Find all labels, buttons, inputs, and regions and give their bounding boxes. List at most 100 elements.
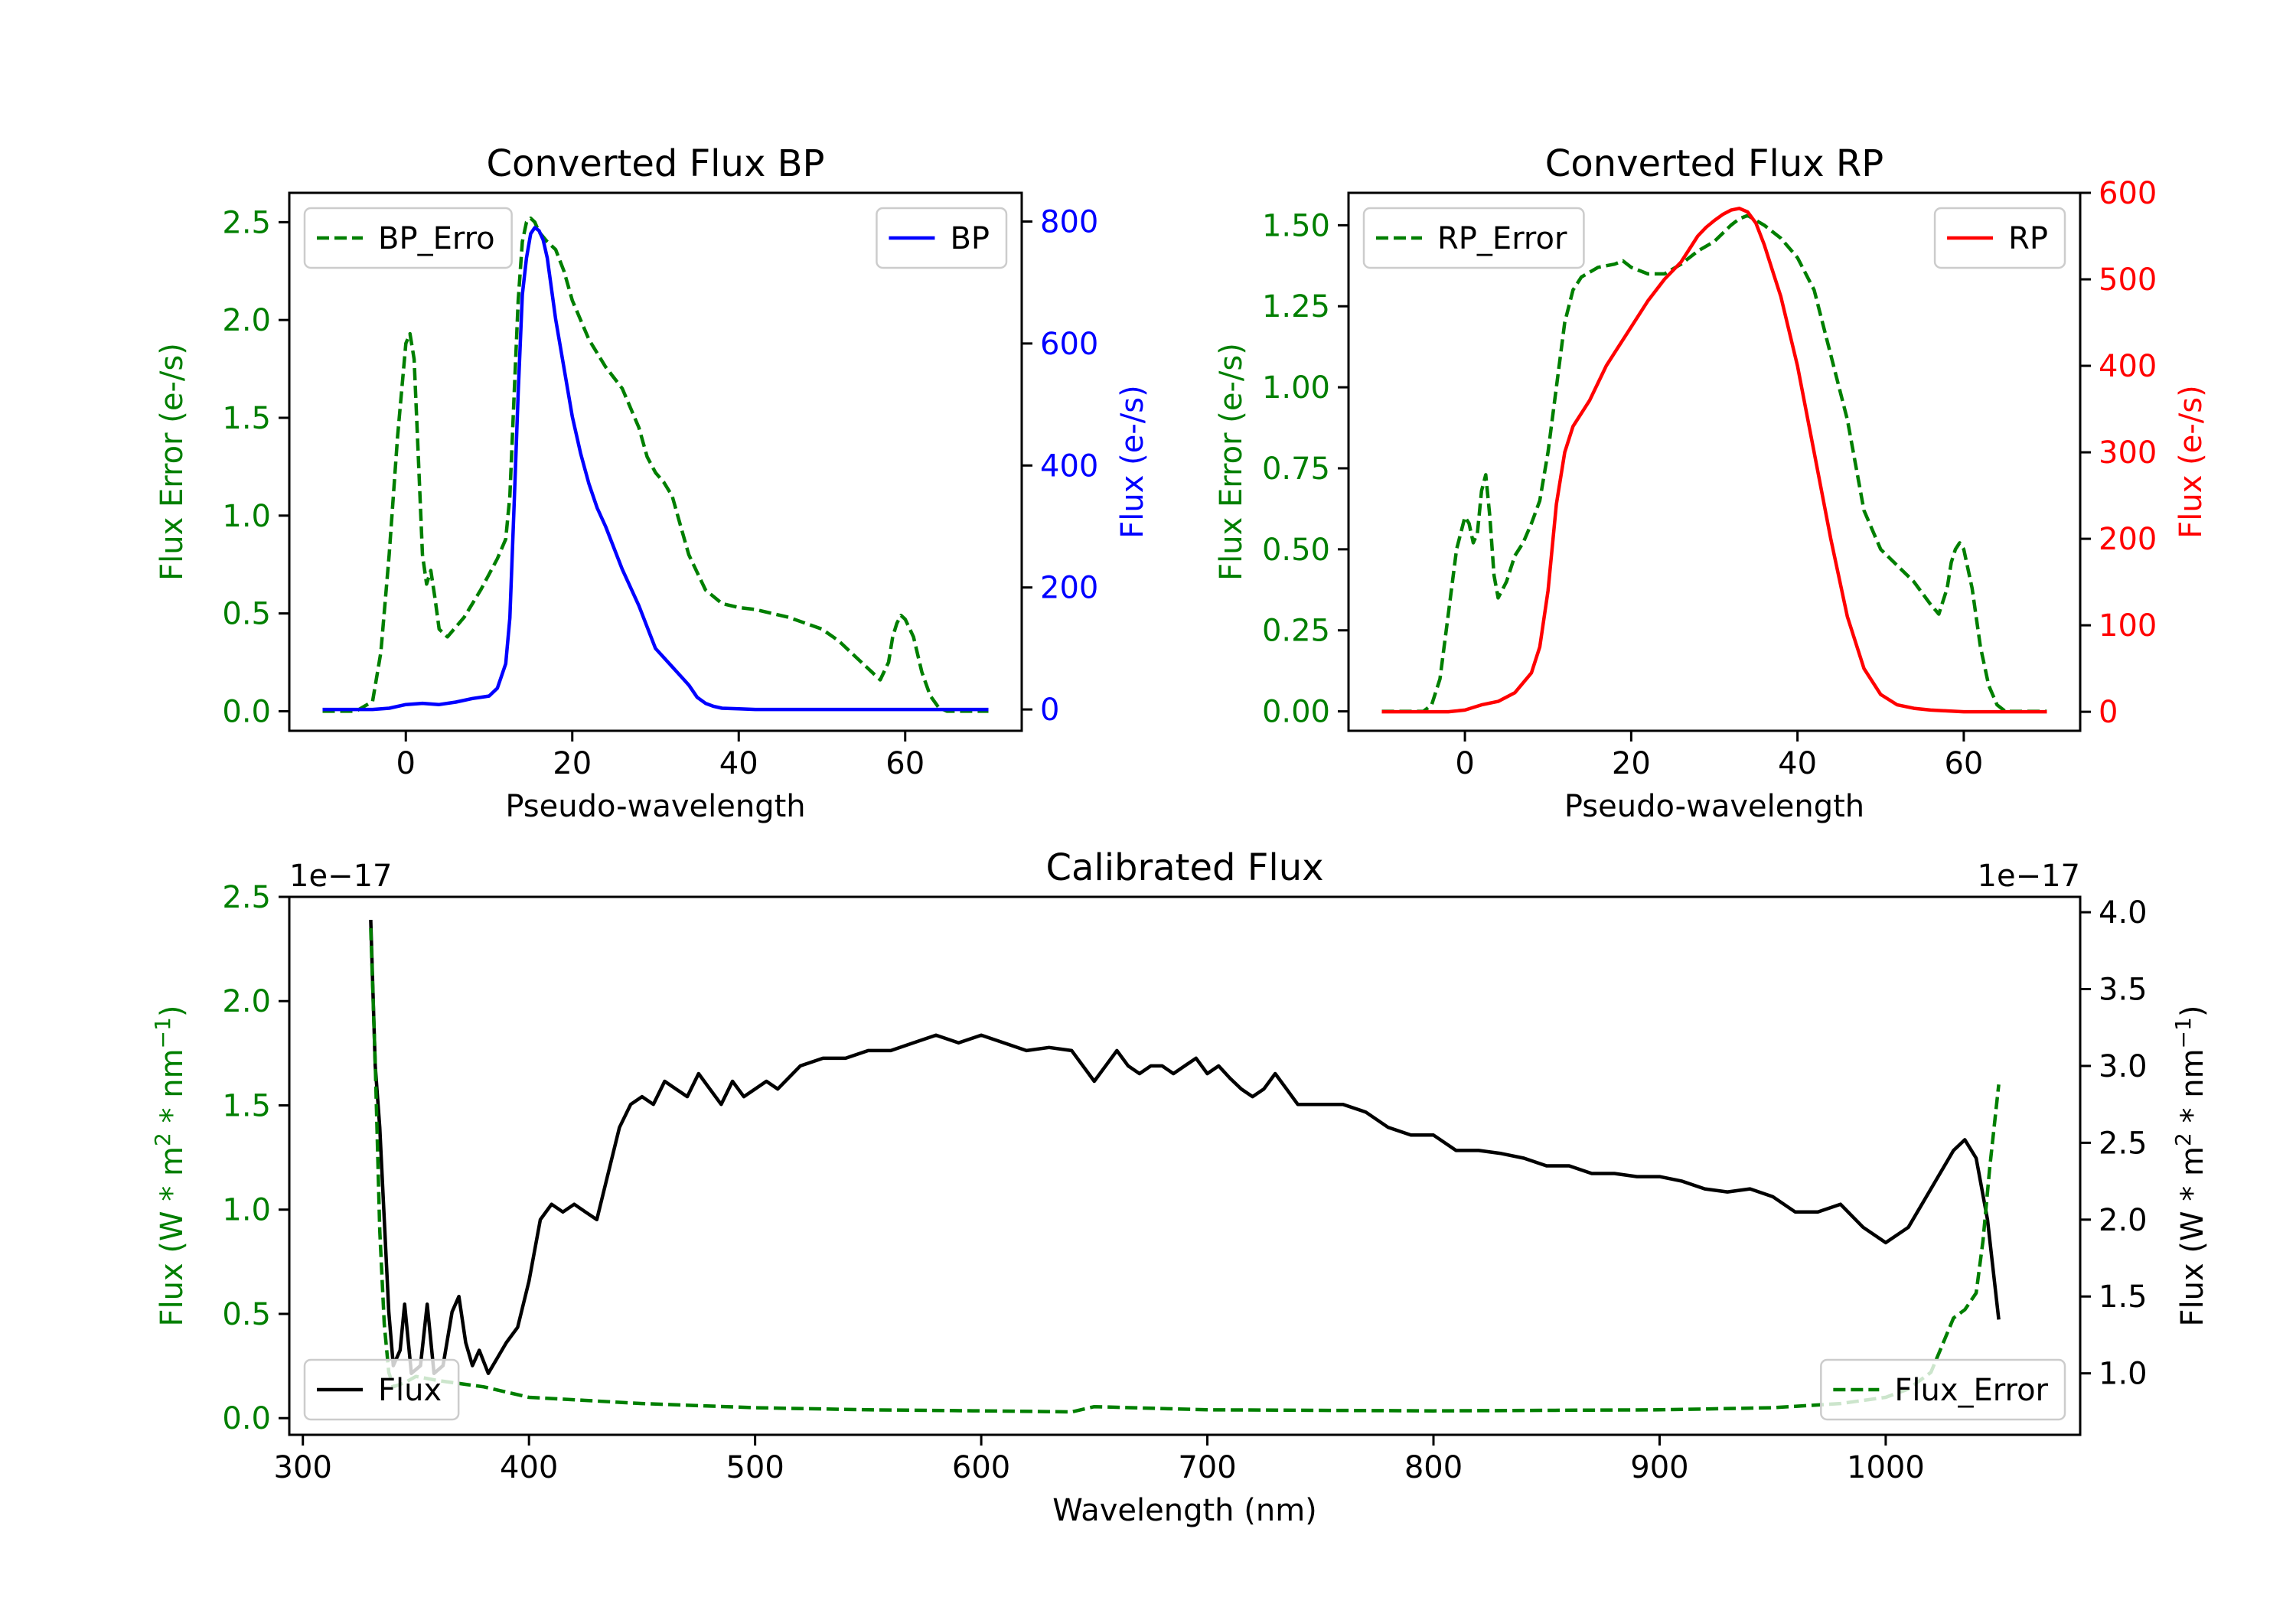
legend-label: BP — [950, 221, 990, 256]
legend-box — [1820, 1358, 2066, 1421]
x-tick-label: 300 — [274, 1450, 332, 1485]
x-tick-label: 20 — [553, 746, 592, 781]
y-left-tick-label: 2.0 — [222, 984, 271, 1019]
series-flux-line — [369, 920, 2001, 1375]
y-right-tick-label: 1.0 — [2099, 1357, 2148, 1392]
axes-frame — [1347, 191, 2082, 732]
y-left-axis-label: Flux Error (e-/s) — [1214, 343, 1249, 581]
y-right-tick-label: 1.5 — [2099, 1279, 2148, 1315]
x-tick-label: 900 — [1630, 1450, 1688, 1485]
y-left-tick-label: 2.5 — [222, 205, 271, 240]
legend-flux: Flux — [303, 1358, 460, 1421]
series-error-line — [322, 216, 989, 713]
y-left-tick-label: 0.25 — [1262, 614, 1330, 649]
y-right-tick-label: 200 — [1040, 571, 1098, 606]
y-right-tick-label: 2.0 — [2099, 1203, 2148, 1238]
x-tick-label: 600 — [952, 1450, 1010, 1485]
legend-box — [1362, 207, 1585, 269]
chart-rp: Converted Flux RP 0 20 40 60 Pseudo-wavelengt… — [1214, 142, 2209, 824]
y-right-tick-label: 500 — [2099, 262, 2157, 298]
x-axis-label: Wavelength (nm) — [1052, 1493, 1317, 1528]
y-right-tick-label: 400 — [2099, 349, 2157, 384]
y-left-tick-label: 2.0 — [222, 303, 271, 338]
y-left-tick-label: 1.5 — [222, 1088, 271, 1123]
y-left-tick-label: 1.25 — [1262, 289, 1330, 324]
series-error-line — [1381, 214, 2047, 713]
x-tick-label: 400 — [500, 1450, 558, 1485]
plot-area — [1381, 207, 2047, 714]
y-left-tick-label: 0.75 — [1262, 451, 1330, 487]
chart-title: Converted Flux BP — [487, 142, 825, 185]
legend-box — [303, 207, 513, 269]
y-left-axis-label: Flux Error (e-/s) — [155, 343, 190, 581]
x-tick-label: 500 — [726, 1450, 784, 1485]
y-left-tick-label: 0.50 — [1262, 533, 1330, 568]
series-flux-line — [1381, 207, 2047, 714]
y-left-tick-label: 0.5 — [222, 1297, 271, 1332]
x-tick-label: 60 — [1944, 746, 1983, 781]
y-right-tick-label: 0 — [1040, 693, 1059, 728]
legend-flux-error: Flux_Error — [1820, 1358, 2066, 1421]
y-right-tick-label: 200 — [2099, 522, 2157, 557]
y-left-tick-label: 2.5 — [222, 880, 271, 915]
y-right-tick-label: 600 — [2099, 176, 2157, 211]
y-left-tick-label: 1.5 — [222, 401, 271, 436]
y-left-tick-label: 1.0 — [222, 1193, 271, 1228]
chart-bp: Converted Flux BP 0 20 40 60 Pseudo-wavelengt… — [155, 142, 1150, 824]
chart-title: Converted Flux RP — [1545, 142, 1883, 185]
legend-box — [303, 1358, 460, 1421]
x-tick-label: 40 — [1778, 746, 1817, 781]
plot-area — [369, 920, 2001, 1414]
x-axis-label: Pseudo-wavelength — [1564, 789, 1864, 824]
series-flux-line — [322, 226, 989, 712]
y-left-tick-label: 0.0 — [222, 1401, 271, 1436]
x-tick-label: 0 — [1455, 746, 1474, 781]
y-right-axis-label: Flux (e-/s) — [1115, 385, 1150, 538]
axes-frame — [288, 191, 1023, 732]
y-right-tick-label: 600 — [1040, 327, 1098, 362]
y-right-tick-label: 0 — [2099, 695, 2118, 730]
y-left-tick-label: 0.0 — [222, 694, 271, 729]
y-left-tick-label: 1.0 — [222, 499, 271, 534]
y-right-axis-label: Flux (e-/s) — [2174, 385, 2209, 538]
y-left-tick-label: 1.00 — [1262, 370, 1330, 406]
legend-label: RP_Error — [1437, 221, 1567, 256]
y-left-offset-text: 1e−17 — [289, 859, 392, 894]
y-right-axis-label: Flux (W * m2 * nm−1) — [2170, 1006, 2211, 1327]
x-tick-label: 800 — [1404, 1450, 1463, 1485]
x-tick-label: 60 — [885, 746, 925, 781]
y-right-tick-label: 4.0 — [2099, 895, 2148, 931]
y-left-tick-label: 0.5 — [222, 597, 271, 632]
legend-label: Flux_Error — [1894, 1373, 2048, 1408]
legend-label: RP — [2008, 221, 2048, 256]
legend-label: Flux — [378, 1373, 442, 1408]
legend-box — [1933, 207, 2066, 269]
legend-label: BP_Erro — [378, 221, 495, 256]
axes-frame — [288, 895, 2082, 1436]
x-tick-label: 40 — [719, 746, 758, 781]
y-right-tick-label: 3.5 — [2099, 973, 2148, 1008]
legend-flux: BP — [876, 207, 1008, 269]
y-left-axis-label: Flux (W * m2 * nm−1) — [150, 1006, 191, 1327]
y-left-tick-label: 0.00 — [1262, 695, 1330, 730]
legend-box — [876, 207, 1008, 269]
y-left-tick-label: 1.50 — [1262, 208, 1330, 243]
series-error-line — [369, 927, 2001, 1414]
legend-flux: RP — [1933, 207, 2066, 269]
y-right-tick-label: 3.0 — [2099, 1049, 2148, 1084]
x-tick-label: 1000 — [1847, 1450, 1925, 1485]
y-right-tick-label: 100 — [2099, 608, 2157, 644]
y-right-tick-label: 400 — [1040, 448, 1098, 484]
x-tick-label: 0 — [396, 746, 416, 781]
y-right-tick-label: 300 — [2099, 435, 2157, 471]
y-right-tick-label: 800 — [1040, 204, 1098, 240]
x-tick-label: 20 — [1612, 746, 1651, 781]
legend-error: BP_Erro — [303, 207, 513, 269]
y-right-offset-text: 1e−17 — [1978, 859, 2080, 894]
plot-area — [322, 216, 989, 713]
chart-calibrated: Calibrated Flux 300 400 500 600 700 800 900 1000… — [150, 846, 2211, 1528]
y-right-tick-label: 2.5 — [2099, 1126, 2148, 1161]
x-axis-label: Pseudo-wavelength — [505, 789, 805, 824]
chart-title: Calibrated Flux — [1045, 846, 1323, 889]
